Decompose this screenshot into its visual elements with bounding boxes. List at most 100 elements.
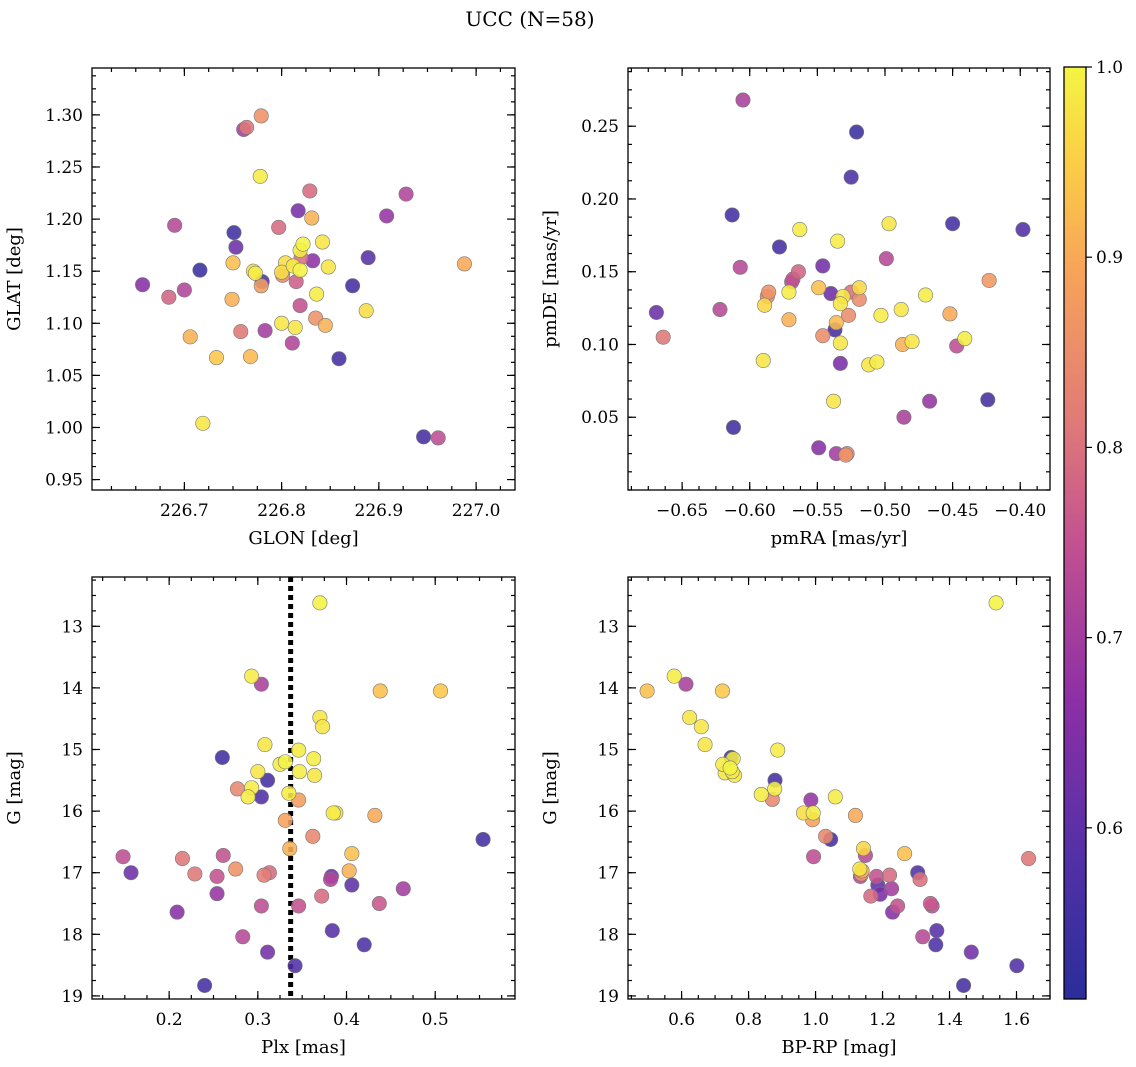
scatter-point	[187, 866, 203, 882]
scatter-point	[209, 868, 225, 884]
scatter-point	[781, 284, 797, 300]
scatter-point	[287, 319, 303, 335]
y-tick-label: 1.15	[45, 262, 83, 282]
scatter-point	[239, 119, 255, 135]
x-tick-label: 1.6	[1003, 1010, 1030, 1030]
scatter-point	[792, 222, 808, 238]
scatter-point	[281, 785, 297, 801]
y-tick-label: 17	[597, 864, 619, 884]
scatter-point	[855, 841, 871, 857]
scatter-point	[896, 409, 912, 425]
scatter-point	[904, 334, 920, 350]
plot-frame	[91, 576, 516, 1000]
scatter-point	[942, 306, 958, 322]
scatter-point	[260, 944, 276, 960]
colorbar-tick-label: 0.7	[1096, 629, 1123, 649]
scatter-point	[873, 307, 889, 323]
scatter-point	[253, 676, 269, 692]
y-tick-label: 0.20	[581, 190, 619, 210]
x-tick-label: 1.0	[802, 1010, 829, 1030]
scatter-point	[314, 888, 330, 904]
scatter-point	[240, 789, 256, 805]
y-tick-label: 15	[597, 740, 619, 760]
y-tick-label: 0.15	[581, 263, 619, 283]
scatter-point	[244, 668, 260, 684]
scatter-point	[884, 881, 900, 897]
scatter-point	[195, 415, 211, 431]
scatter-point	[771, 239, 787, 255]
scatter-point	[209, 886, 225, 902]
x-axis-label: pmRA [mas/yr]	[771, 528, 908, 549]
scatter-point	[818, 828, 834, 844]
scatter-point	[648, 304, 664, 320]
scatter-point	[208, 350, 224, 366]
scatter-point	[253, 108, 269, 124]
scatter-point	[890, 898, 906, 914]
scatter-point	[331, 351, 347, 367]
scatter-point	[161, 289, 177, 305]
scatter-point	[790, 264, 806, 280]
scatter-point	[767, 781, 783, 797]
scatter-point	[832, 335, 848, 351]
scatter-point	[253, 898, 269, 914]
scatter-point	[123, 865, 139, 881]
scatter-point	[292, 298, 308, 314]
x-tick-label: 0.4	[333, 1010, 360, 1030]
scatter-point	[356, 937, 372, 953]
scatter-point	[697, 737, 713, 753]
scatter-point	[869, 354, 885, 370]
scatter-point	[678, 676, 694, 692]
scatter-point	[312, 595, 328, 611]
scatter-point	[250, 764, 266, 780]
scatter-point	[320, 259, 336, 275]
scatter-point	[287, 958, 303, 974]
x-tick-label: 0.8	[735, 1010, 762, 1030]
scatter-point	[724, 207, 740, 223]
colorbar-tick-label: 0.6	[1096, 819, 1123, 839]
scatter-point	[225, 255, 241, 271]
y-tick-label: 0.95	[45, 471, 83, 491]
scatter-point	[192, 262, 208, 278]
scatter-point	[256, 867, 272, 883]
scatter-point	[878, 251, 894, 267]
x-tick-label: −0.40	[994, 501, 1046, 521]
colorbar: 0.6 0.7 0.8 0.9 1.0	[1063, 58, 1123, 1000]
scatter-point	[324, 923, 340, 939]
scatter-point	[135, 277, 151, 293]
scatter-point	[922, 896, 938, 912]
scatter-point	[215, 847, 231, 863]
scatter-point	[712, 302, 728, 318]
scatter-point	[235, 929, 251, 945]
scatter-point	[928, 937, 944, 953]
scatter-point	[1009, 958, 1025, 974]
panel-pmra-pmde: −0.65 −0.60 −0.55 −0.50 −0.45 −0.40 0.05 0.10 0.…	[540, 67, 1051, 549]
scatter-point	[456, 256, 472, 272]
scatter-point	[274, 315, 290, 331]
x-tick-label: 227.0	[452, 501, 501, 521]
y-tick-label: 17	[61, 864, 83, 884]
scatter-point	[735, 92, 751, 108]
scatter-point	[881, 216, 897, 232]
x-tick-label: 0.6	[668, 1010, 695, 1030]
plot-frame	[627, 67, 1051, 491]
scatter-point	[284, 335, 300, 351]
scatter-point	[295, 236, 311, 252]
scatter-point	[832, 355, 848, 371]
scatter-point	[781, 312, 797, 328]
scatter-point	[367, 807, 383, 823]
scatter-point	[805, 805, 821, 821]
scatter-point	[379, 208, 395, 224]
scatter-point	[307, 767, 323, 783]
scatter-point	[358, 303, 374, 319]
y-tick-label: 1.00	[45, 418, 83, 438]
scatter-point	[897, 846, 913, 862]
scatter-point	[197, 977, 213, 993]
y-tick-label: 16	[61, 802, 83, 822]
scatter-point	[980, 392, 996, 408]
x-axis-label: BP-RP [mag]	[781, 1037, 896, 1058]
scatter-point	[830, 233, 846, 249]
scatter-point	[224, 291, 240, 307]
scatter-point	[371, 896, 387, 912]
scatter-point	[722, 760, 738, 776]
